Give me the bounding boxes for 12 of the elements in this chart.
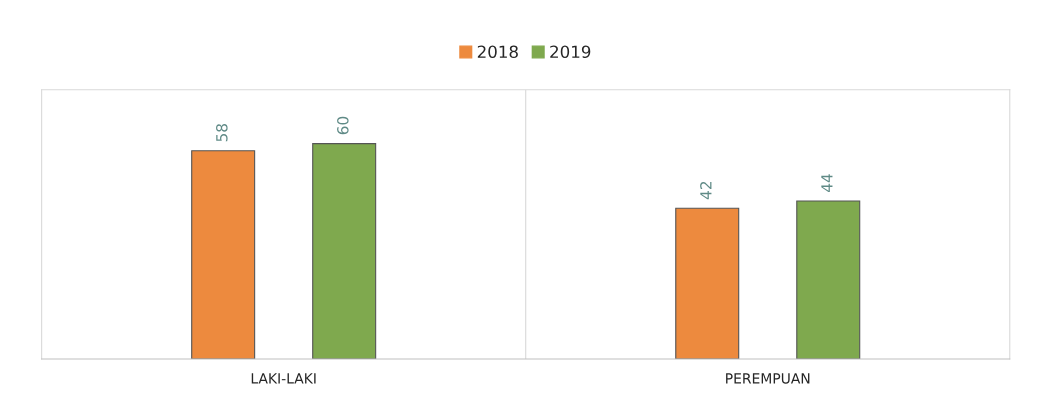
bar <box>675 207 740 360</box>
data-label: 44 <box>821 174 833 192</box>
bar <box>796 200 861 360</box>
data-label: 60 <box>337 116 349 135</box>
legend-label: 2018 <box>477 45 518 59</box>
data-label: 42 <box>700 182 712 200</box>
x-tick-label: PEREMPUAN <box>726 373 810 384</box>
data-label: 58 <box>216 124 228 142</box>
bar <box>312 143 377 360</box>
bar <box>191 150 256 360</box>
legend-label: 2019 <box>550 45 591 59</box>
x-tick-label: LAKI-LAKI <box>251 373 316 384</box>
